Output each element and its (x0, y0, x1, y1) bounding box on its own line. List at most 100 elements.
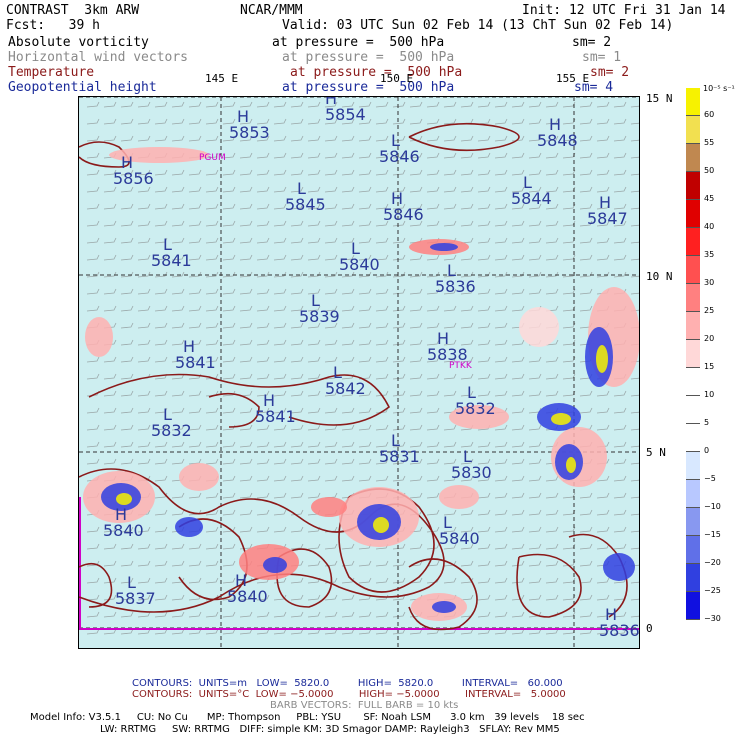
wind-barb (290, 135, 304, 142)
wind-barb (477, 152, 491, 159)
wind-barb (630, 122, 639, 125)
wind-barb (477, 322, 491, 329)
wind-barb (120, 288, 134, 295)
wind-barb (426, 526, 440, 533)
wind-barb (171, 543, 185, 550)
field-pressure-temperature: at pressure = 500 hPa (290, 65, 463, 80)
wind-barb (443, 543, 457, 550)
wind-barb (494, 594, 508, 601)
wind-barb (494, 237, 508, 244)
wind-barb (613, 424, 627, 431)
wind-barb (579, 288, 593, 295)
wind-barb (120, 577, 134, 584)
wind-barb (545, 475, 559, 482)
vorticity-area (519, 307, 559, 347)
field-sm-vorticity: sm= 2 (572, 35, 612, 50)
wind-barb (154, 271, 168, 278)
wind-barb (460, 509, 474, 516)
wind-barb (460, 543, 474, 550)
wind-barb (341, 356, 355, 363)
contour-label: H 5838 (427, 329, 468, 364)
wind-barb (392, 611, 406, 618)
wind-barb (477, 254, 491, 261)
wind-barb (528, 186, 542, 193)
wind-barb (545, 373, 559, 380)
wind-barb (358, 441, 372, 448)
wind-barb (528, 475, 542, 482)
wind-barb (205, 237, 219, 244)
wind-barb (511, 560, 525, 567)
wind-barb (375, 305, 389, 312)
contour-label: L 5839 (299, 291, 340, 326)
wind-barb (477, 339, 491, 346)
wind-barb (307, 288, 321, 295)
wind-barb (511, 203, 525, 210)
wind-barb (562, 577, 576, 584)
wind-barb (137, 169, 151, 176)
wind-barb (154, 407, 168, 414)
wind-barb (511, 288, 525, 295)
lon-label-150: 150 E (380, 72, 414, 85)
wind-barb (358, 135, 372, 142)
field-sm-wind: sm= 1 (582, 50, 622, 65)
wind-barb (290, 186, 304, 193)
wind-barb (545, 237, 559, 244)
wind-barb (375, 118, 389, 125)
contour-label: L 5840 (439, 513, 480, 548)
wind-barb (137, 237, 151, 244)
wind-barb (443, 271, 457, 278)
vorticity-area (596, 345, 608, 373)
wind-barb (630, 394, 639, 397)
wind-barb (86, 407, 100, 414)
wind-barb (86, 577, 100, 584)
wind-barb (375, 577, 389, 584)
wind-barb (375, 441, 389, 448)
wind-barb (103, 441, 117, 448)
wind-barb (392, 288, 406, 295)
wind-barb (324, 356, 338, 363)
wind-barb (613, 186, 627, 193)
wind-barb (171, 492, 185, 499)
wind-barb (596, 594, 610, 601)
wind-barb (222, 118, 236, 125)
colorbar-tick-label: 50 (704, 166, 715, 175)
wind-barb (613, 458, 627, 465)
wind-barb (511, 543, 525, 550)
wind-barb (477, 560, 491, 567)
wind-barb (562, 288, 576, 295)
wind-barb (460, 101, 474, 108)
colorbar-segment (686, 340, 700, 368)
wind-barb (511, 407, 525, 414)
wind-barb (528, 373, 542, 380)
wind-barb (256, 509, 270, 516)
wind-barb (341, 169, 355, 176)
contour-label: L 5845 (285, 179, 326, 214)
wind-barb (545, 577, 559, 584)
wind-barb (375, 288, 389, 295)
valid-time: Valid: 03 UTC Sun 02 Feb 14 (13 ChT Sun … (282, 18, 674, 33)
wind-barb (358, 220, 372, 227)
wind-barb (222, 152, 236, 159)
wind-barb (205, 220, 219, 227)
wind-barb (341, 186, 355, 193)
wind-barb (205, 339, 219, 346)
wind-barb (256, 203, 270, 210)
wind-barb (392, 560, 406, 567)
title-center: NCAR/MMM (240, 3, 303, 18)
wind-barb (171, 288, 185, 295)
wind-barb (188, 424, 202, 431)
wind-barb (409, 475, 423, 482)
colorbar-unit: 10⁻⁵ s⁻¹ (703, 84, 735, 93)
wind-barb (239, 322, 253, 329)
wind-barb (460, 237, 474, 244)
wind-barb (341, 135, 355, 142)
wind-barb (86, 271, 100, 278)
wind-barb (120, 135, 134, 142)
wind-barb (460, 220, 474, 227)
weather-map[interactable]: PGUM PTKK H 5854 H 5853 H 5856 L 5846 H 5848 … (78, 96, 640, 649)
wind-barb (562, 526, 576, 533)
wind-barb (579, 492, 593, 499)
wind-barb (443, 424, 457, 431)
wind-barb (545, 186, 559, 193)
contour-label: H 5846 (383, 189, 424, 224)
